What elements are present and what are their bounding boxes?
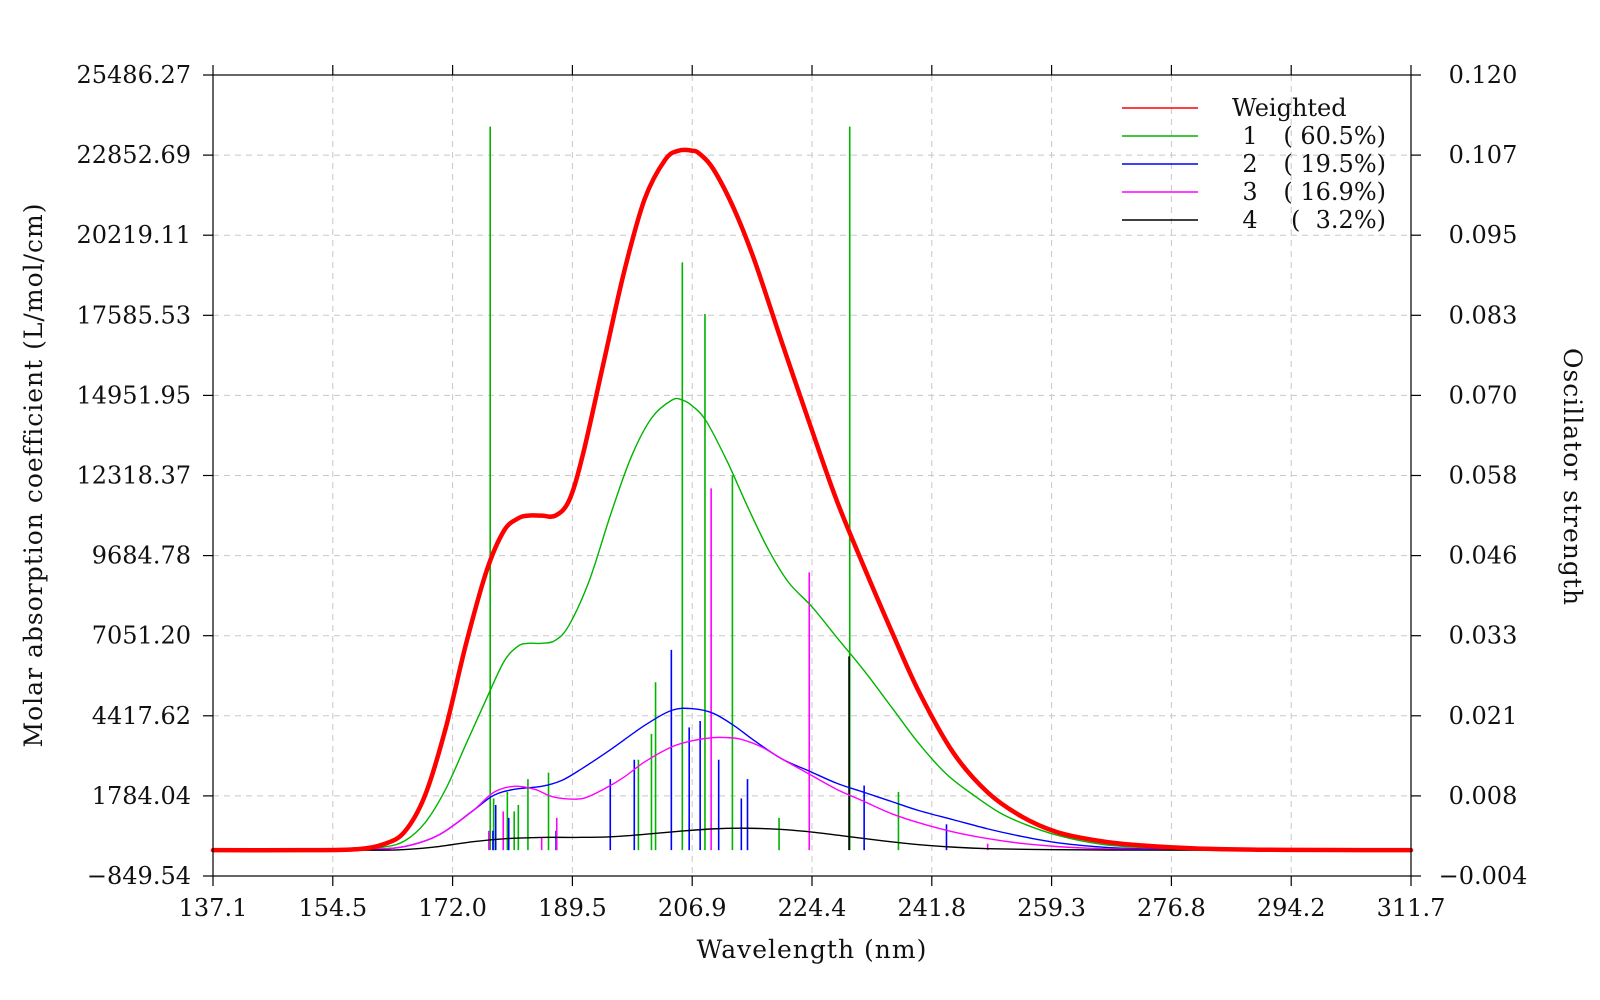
y-tick-label: 12318.37 [76, 462, 191, 490]
y2-tick-label: 0.008 [1449, 782, 1518, 810]
right-axis-tick-labels: −0.004 0.008 0.021 0.033 0.046 0.058 0.070 0.08… [1439, 61, 1528, 890]
x-tick-label: 154.5 [298, 894, 367, 922]
y2-axis-title: Oscillator strength [1558, 348, 1587, 606]
left-axis-tick-labels: −849.54 1784.04 4417.62 7051.20 9684.78 12318… [76, 61, 191, 890]
x-tick-label: 206.9 [658, 894, 727, 922]
y-tick-label: 9684.78 [92, 542, 191, 570]
grid [213, 75, 1411, 876]
legend-label: Weighted [1232, 94, 1347, 122]
y2-tick-label: 0.070 [1449, 381, 1518, 409]
x-tick-label: 189.5 [538, 894, 607, 922]
y-tick-label: 1784.04 [92, 782, 191, 810]
x-tick-label: 294.2 [1257, 894, 1326, 922]
legend-percent: ( 3.2%) [1291, 206, 1386, 234]
x-tick-label: 137.1 [179, 894, 248, 922]
spectrum-curves [210, 147, 1414, 853]
y2-tick-label: 0.046 [1449, 542, 1518, 570]
curve-series-1 [212, 397, 1412, 851]
x-tick-label: 224.4 [778, 894, 847, 922]
y-tick-label: 17585.53 [76, 301, 191, 329]
y2-tick-label: 0.058 [1449, 462, 1518, 490]
y2-tick-label: 0.033 [1449, 622, 1518, 650]
x-axis-tick-labels: 137.1 154.5 172.0 189.5 206.9 224.4 241.8 259.3… [179, 894, 1446, 922]
y2-tick-label: −0.004 [1439, 862, 1528, 890]
y-tick-label: 7051.20 [92, 622, 191, 650]
legend-label: 3 [1242, 178, 1257, 206]
y2-tick-label: 0.107 [1449, 141, 1518, 169]
legend-percent: ( 60.5%) [1283, 122, 1386, 150]
x-tick-label: 172.0 [418, 894, 487, 922]
y-tick-label: 25486.27 [76, 61, 191, 89]
y-tick-label: 20219.11 [76, 221, 191, 249]
x-tick-label: 241.8 [897, 894, 966, 922]
x-tick-label: 311.7 [1377, 894, 1446, 922]
curve-series-4 [212, 827, 1412, 851]
y-tick-label: 4417.62 [92, 702, 191, 730]
legend-label: 1 [1242, 122, 1257, 150]
y-tick-label: 22852.69 [76, 141, 191, 169]
x-axis-title: Wavelength (nm) [697, 935, 928, 964]
legend-label: 2 [1242, 150, 1257, 178]
y-tick-label: −849.54 [87, 862, 191, 890]
legend-percent: ( 19.5%) [1283, 150, 1386, 178]
y2-tick-label: 0.021 [1449, 702, 1518, 730]
curve-series-weighted [210, 147, 1414, 853]
x-tick-label: 276.8 [1137, 894, 1206, 922]
curve-series-3 [212, 736, 1412, 851]
y2-tick-label: 0.095 [1449, 221, 1518, 249]
x-tick-label: 259.3 [1017, 894, 1086, 922]
y-axis-title: Molar absorption coefficient (L/mol/cm) [19, 203, 48, 748]
y2-tick-label: 0.120 [1449, 61, 1518, 89]
legend-percent: ( 16.9%) [1283, 178, 1386, 206]
oscillator-sticks [488, 126, 989, 851]
y-tick-label: 14951.95 [76, 381, 191, 409]
y2-tick-label: 0.083 [1449, 301, 1518, 329]
legend-label: 4 [1242, 206, 1257, 234]
axis-ticks [203, 65, 1421, 886]
